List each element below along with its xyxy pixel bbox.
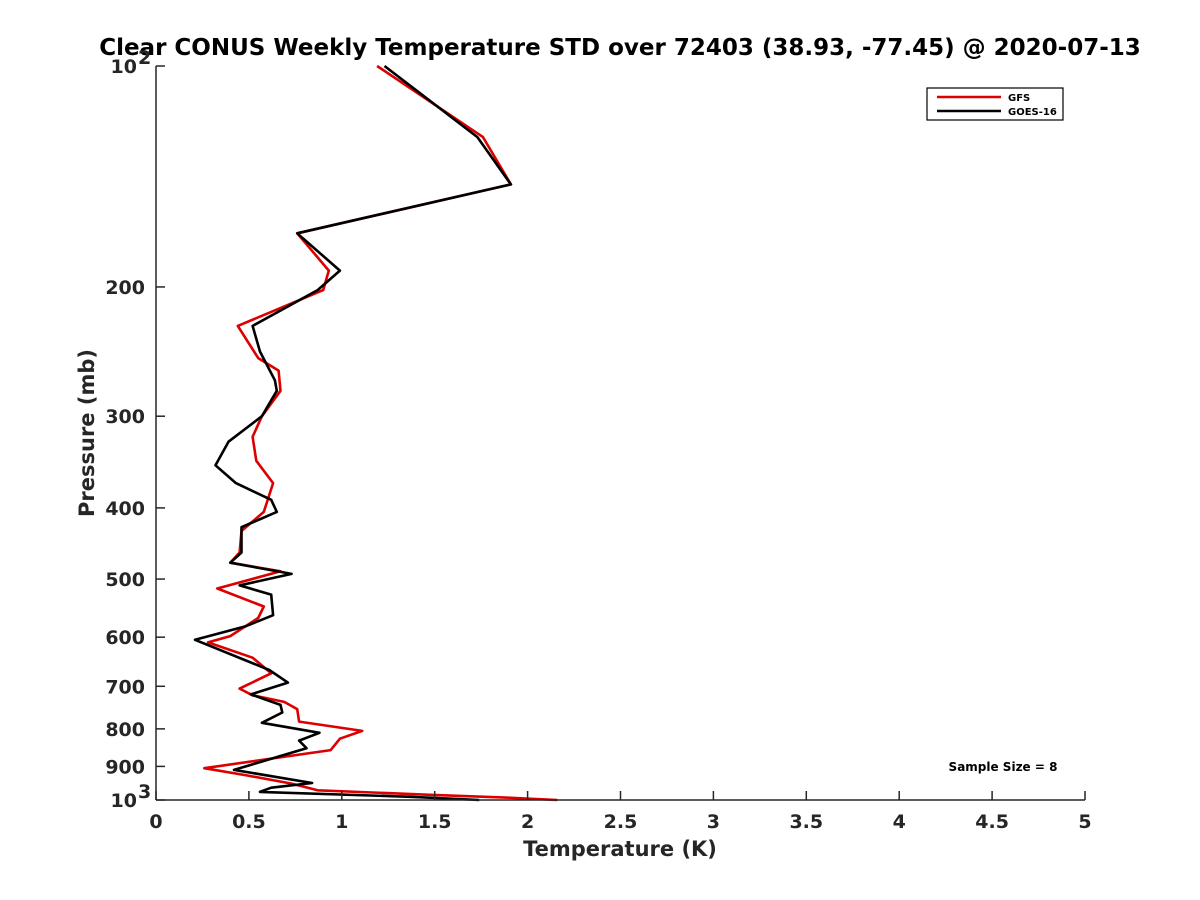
chart-title: Clear CONUS Weekly Temperature STD over … bbox=[99, 35, 1141, 61]
legend-box bbox=[926, 87, 1064, 121]
x-tick-label: 5 bbox=[1078, 811, 1091, 833]
series-line-gfs bbox=[203, 64, 558, 802]
sample-size-annotation: Sample Size = 8 bbox=[949, 760, 1058, 774]
y-tick-label: 900 bbox=[105, 756, 145, 778]
y-tick-label-exponent: 2 bbox=[138, 47, 151, 69]
x-tick-label: 1.5 bbox=[418, 811, 452, 833]
y-tick-label: 700 bbox=[105, 676, 145, 698]
y-axis-label: Pressure (mb) bbox=[75, 349, 99, 517]
legend: GFS GOES-16 bbox=[926, 87, 1064, 121]
x-axis-label: Temperature (K) bbox=[523, 837, 717, 861]
y-tick-label: 10 bbox=[111, 56, 137, 78]
x-axis-ticks: 0 0.5 1 1.5 2 2.5 3 3.5 4 4.5 5 bbox=[149, 791, 1092, 833]
x-tick-label: 2 bbox=[521, 811, 534, 833]
x-tick-label: 1 bbox=[335, 811, 348, 833]
y-tick-label: 600 bbox=[105, 627, 145, 649]
x-tick-label: 0.5 bbox=[232, 811, 266, 833]
legend-label-gfs: GFS bbox=[1008, 93, 1030, 104]
legend-label-goes-16: GOES-16 bbox=[1008, 107, 1057, 118]
y-tick-label: 400 bbox=[105, 498, 145, 520]
x-tick-label: 4 bbox=[893, 811, 906, 833]
x-tick-label: 0 bbox=[149, 811, 162, 833]
x-tick-label: 2.5 bbox=[604, 811, 638, 833]
y-tick-label: 500 bbox=[105, 569, 145, 591]
y-tick-label: 300 bbox=[105, 406, 145, 428]
y-tick-label: 10 bbox=[111, 790, 137, 812]
y-tick-label-exponent: 3 bbox=[138, 781, 151, 803]
x-tick-label: 3.5 bbox=[789, 811, 823, 833]
plot-area bbox=[193, 64, 558, 802]
y-tick-label: 800 bbox=[105, 719, 145, 741]
series-line-goes-16 bbox=[193, 64, 513, 802]
y-tick-label: 200 bbox=[105, 277, 145, 299]
x-tick-label: 3 bbox=[707, 811, 720, 833]
x-tick-label: 4.5 bbox=[975, 811, 1009, 833]
